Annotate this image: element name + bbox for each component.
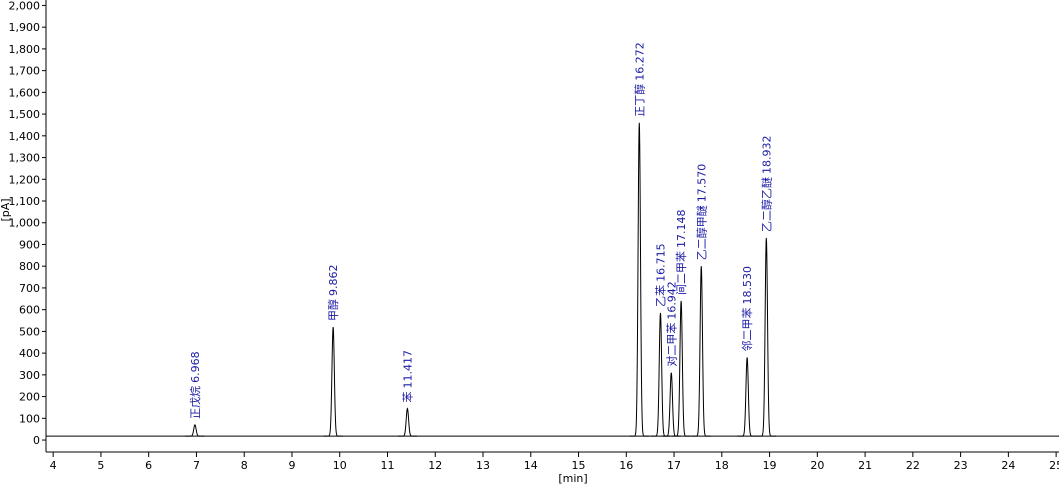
peak-name: 正丁醇 xyxy=(632,84,646,117)
peak-label: 乙二醇甲醚 17.570 xyxy=(694,164,708,261)
x-tick-label: 25 xyxy=(1049,459,1059,472)
y-tick-label: 1,700 xyxy=(9,65,41,78)
peak xyxy=(397,407,417,437)
x-tick-label: 9 xyxy=(288,459,295,472)
peak xyxy=(629,122,649,437)
peak xyxy=(691,266,711,437)
peak xyxy=(185,424,205,437)
peak-label: 乙苯 16.715 xyxy=(653,243,667,307)
y-tick-label: 1,500 xyxy=(9,108,41,121)
x-tick-label: 11 xyxy=(380,459,394,472)
peak-label: 乙二醇乙醚 18.932 xyxy=(759,135,773,232)
peak-label: 正戊烷 6.968 xyxy=(188,351,202,419)
y-tick-label: 1,100 xyxy=(9,195,41,208)
peak-name: 正戊烷 xyxy=(188,386,202,419)
peak-name: 乙二醇甲醚 xyxy=(694,205,708,260)
y-tick-label: 1,600 xyxy=(9,86,41,99)
x-tick-label: 12 xyxy=(428,459,442,472)
x-axis-label: [min] xyxy=(558,472,587,485)
y-tick-label: 100 xyxy=(19,412,40,425)
peak-name: 乙苯 xyxy=(653,285,667,307)
peak xyxy=(671,300,691,437)
peak-label: 对二甲苯 16.942 xyxy=(664,281,678,367)
y-tick-label: 1,400 xyxy=(9,130,41,143)
x-tick-label: 10 xyxy=(333,459,347,472)
x-tick-label: 13 xyxy=(476,459,490,472)
peak-time: 6.968 xyxy=(189,351,202,383)
peak-time: 16.715 xyxy=(654,243,667,282)
peak-name: 乙二醇乙醚 xyxy=(759,177,773,232)
x-tick-label: 5 xyxy=(97,459,104,472)
x-tick-label: 23 xyxy=(954,459,968,472)
peak-time: 18.932 xyxy=(760,135,773,174)
y-tick-label: 1,000 xyxy=(9,217,41,230)
peak-label: 甲醇 9.862 xyxy=(326,265,340,322)
peak xyxy=(737,357,757,437)
x-tick-label: 7 xyxy=(193,459,200,472)
peak xyxy=(661,372,681,437)
peak-time: 16.942 xyxy=(665,281,678,320)
peak-time: 17.148 xyxy=(675,209,688,248)
y-tick-label: 1,200 xyxy=(9,173,41,186)
y-tick-label: 200 xyxy=(19,391,40,404)
x-tick-label: 17 xyxy=(667,459,681,472)
peak-label: 苯 11.417 xyxy=(400,350,414,403)
y-tick-label: 900 xyxy=(19,238,40,251)
x-tick-label: 16 xyxy=(619,459,633,472)
y-tick-label: 500 xyxy=(19,325,40,338)
y-tick-label: 1,300 xyxy=(9,152,41,165)
x-tick-label: 14 xyxy=(524,459,538,472)
y-axis-label: [pA] xyxy=(0,198,12,221)
x-tick-label: 18 xyxy=(715,459,729,472)
peak-name: 苯 xyxy=(400,392,414,403)
peak-time: 18.530 xyxy=(741,266,754,305)
y-tick-label: 300 xyxy=(19,369,40,382)
peak-label: 邻二甲苯 18.530 xyxy=(740,266,754,352)
peak-label: 间二甲苯 17.148 xyxy=(674,209,688,295)
peak-time: 17.570 xyxy=(695,164,708,203)
peak-time: 16.272 xyxy=(633,42,646,81)
x-tick-label: 8 xyxy=(241,459,248,472)
x-tick-label: 6 xyxy=(145,459,152,472)
y-tick-label: 2,000 xyxy=(9,0,41,12)
peak-time: 9.862 xyxy=(327,265,340,297)
x-tick-label: 21 xyxy=(858,459,872,472)
peak-name: 对二甲苯 xyxy=(664,323,678,367)
y-tick-label: 1,800 xyxy=(9,43,41,56)
y-tick-label: 700 xyxy=(19,282,40,295)
x-tick-label: 24 xyxy=(1001,459,1015,472)
peak-name: 甲醇 xyxy=(326,299,340,321)
peak-time: 11.417 xyxy=(401,350,414,389)
peak-name: 间二甲苯 xyxy=(674,251,688,295)
y-tick-label: 0 xyxy=(33,434,40,447)
y-tick-label: 1,900 xyxy=(9,21,41,34)
peak-name: 邻二甲苯 xyxy=(740,307,754,351)
y-tick-label: 800 xyxy=(19,260,40,273)
peak xyxy=(756,237,776,437)
y-tick-label: 600 xyxy=(19,304,40,317)
x-tick-label: 4 xyxy=(50,459,57,472)
peak-label: 正丁醇 16.272 xyxy=(632,42,646,117)
x-tick-label: 19 xyxy=(763,459,777,472)
y-tick-label: 400 xyxy=(19,347,40,360)
x-tick-label: 15 xyxy=(572,459,586,472)
x-tick-label: 22 xyxy=(906,459,920,472)
x-tick-label: 20 xyxy=(810,459,824,472)
peak xyxy=(323,326,343,437)
